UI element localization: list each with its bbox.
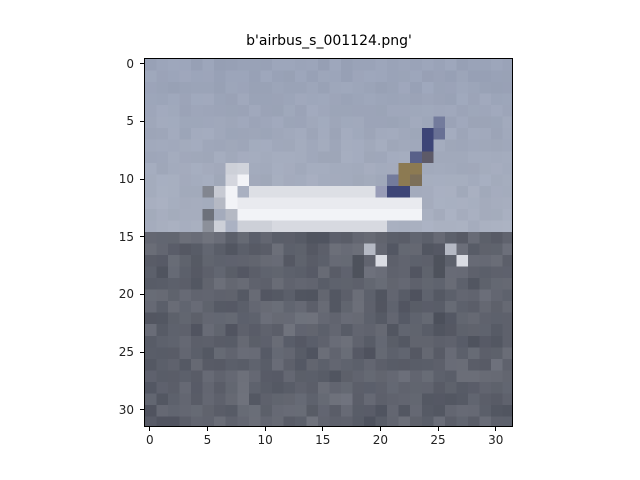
x-tick-mark: [379, 427, 381, 431]
airplane-image: [145, 59, 512, 426]
x-tick-label: 30: [488, 433, 504, 447]
x-tick-label: 25: [430, 433, 446, 447]
y-tick-mark: [140, 351, 144, 353]
y-tick-mark: [140, 178, 144, 180]
x-tick-mark: [264, 427, 266, 431]
x-tick-label: 20: [372, 433, 389, 447]
y-tick-mark: [140, 409, 144, 411]
x-tick-mark: [495, 427, 497, 431]
y-tick-label: 15: [118, 229, 134, 244]
x-tick-mark: [206, 427, 208, 431]
y-tick-mark: [140, 236, 144, 238]
y-tick-label: 0: [126, 56, 134, 71]
x-tick-label: 10: [257, 433, 273, 447]
image-axes: [144, 58, 513, 427]
y-tick-mark: [140, 293, 144, 295]
y-tick-label: 30: [118, 402, 134, 417]
x-tick-mark: [322, 427, 324, 431]
y-tick-label: 25: [118, 345, 134, 360]
x-tick-label: 5: [203, 433, 212, 447]
y-tick-label: 10: [118, 172, 134, 187]
y-tick-label: 20: [118, 287, 134, 302]
y-tick-mark: [140, 63, 144, 65]
x-tick-label: 0: [145, 433, 154, 447]
x-tick-label: 15: [315, 433, 331, 447]
figure-title: b'airbus_s_001124.png': [246, 33, 412, 49]
y-tick-mark: [140, 120, 144, 122]
y-tick-label: 5: [126, 114, 134, 129]
x-tick-mark: [437, 427, 439, 431]
x-tick-mark: [149, 427, 151, 431]
